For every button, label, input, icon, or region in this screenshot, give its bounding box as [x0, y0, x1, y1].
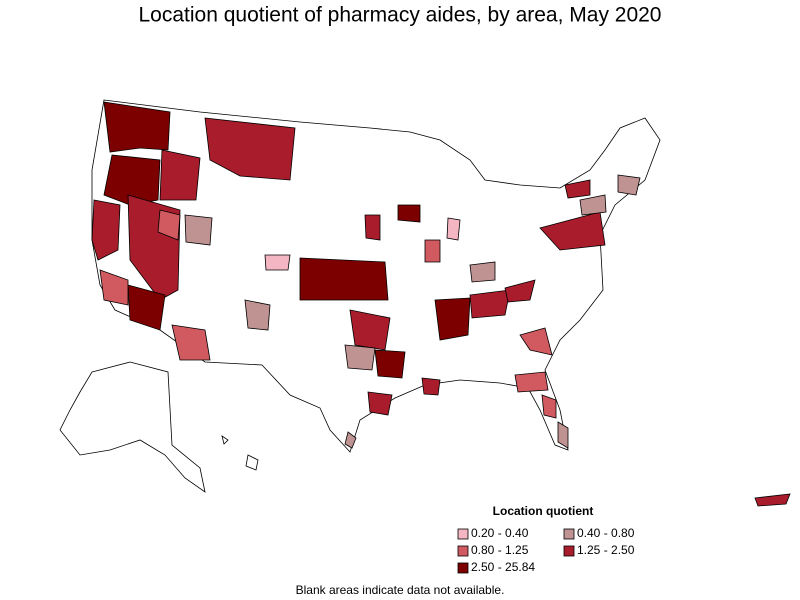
alaska: [59, 361, 206, 493]
area: [446, 217, 461, 241]
legend: 0.20 - 0.40 0.40 - 0.80 0.80 - 1.25 1.25 - …: [457, 526, 635, 574]
area: [557, 421, 569, 449]
legend-swatch: [563, 545, 575, 557]
area: [539, 211, 606, 251]
area: [469, 261, 496, 283]
legend-swatch: [457, 545, 469, 557]
area: [421, 377, 441, 396]
area: [184, 214, 213, 246]
area: [541, 394, 557, 419]
title: Location quotient of pharmacy aides, by …: [139, 4, 662, 27]
area: [364, 214, 381, 241]
area: [367, 391, 393, 416]
legend-title: Location quotient: [493, 504, 594, 518]
area: [127, 284, 166, 331]
area: [504, 279, 536, 303]
area: [519, 327, 553, 356]
area: [469, 289, 511, 319]
note: Blank areas indicate data not available.: [296, 583, 505, 597]
legend-swatch: [457, 528, 469, 540]
area: [349, 309, 391, 351]
area: [344, 344, 376, 371]
area: [397, 204, 421, 223]
area: [579, 194, 607, 216]
area: [103, 101, 171, 153]
legend-label: 2.50 - 25.84: [471, 560, 535, 574]
puerto-rico: [754, 493, 791, 507]
legend-swatch: [563, 528, 575, 540]
area: [434, 297, 471, 341]
area: [299, 257, 389, 301]
hawaii: [245, 454, 259, 471]
area: [99, 269, 129, 306]
area: [159, 149, 201, 201]
legend-label: 0.80 - 1.25: [471, 543, 529, 557]
area: [374, 349, 406, 379]
area: [564, 179, 591, 199]
legend-label: 1.25 - 2.50: [577, 543, 635, 557]
legend-label: 0.40 - 0.80: [577, 526, 635, 540]
area: [514, 371, 549, 393]
area: [344, 431, 357, 449]
area: [264, 254, 291, 271]
area: [171, 324, 211, 361]
area: [157, 209, 181, 241]
area: [617, 174, 641, 196]
area: [91, 199, 121, 261]
map: [59, 99, 791, 507]
legend-label: 0.20 - 0.40: [471, 526, 529, 540]
area: [244, 299, 271, 331]
hawaii: [221, 435, 229, 445]
area: [424, 239, 441, 263]
area: [204, 117, 296, 181]
legend-swatch: [457, 562, 469, 574]
